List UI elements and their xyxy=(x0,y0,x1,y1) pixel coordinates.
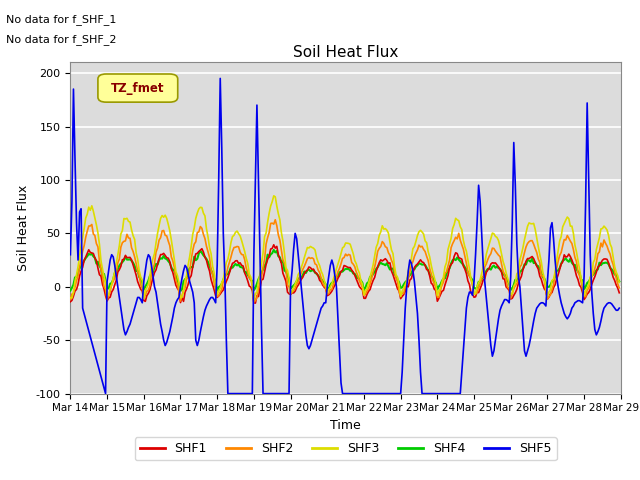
Text: TZ_fmet: TZ_fmet xyxy=(111,82,164,95)
Legend: SHF1, SHF2, SHF3, SHF4, SHF5: SHF1, SHF2, SHF3, SHF4, SHF5 xyxy=(134,437,557,460)
X-axis label: Time: Time xyxy=(330,419,361,432)
Y-axis label: Soil Heat Flux: Soil Heat Flux xyxy=(17,185,30,271)
Text: No data for f_SHF_1: No data for f_SHF_1 xyxy=(6,14,116,25)
Text: No data for f_SHF_2: No data for f_SHF_2 xyxy=(6,34,117,45)
Title: Soil Heat Flux: Soil Heat Flux xyxy=(293,45,398,60)
FancyBboxPatch shape xyxy=(98,74,178,102)
